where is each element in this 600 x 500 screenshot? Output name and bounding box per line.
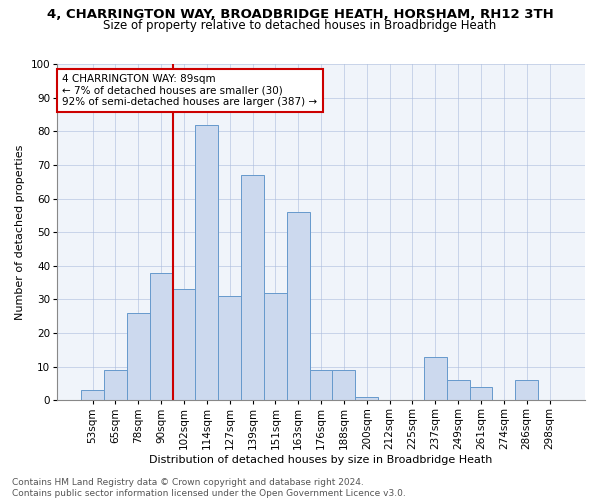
Text: 4, CHARRINGTON WAY, BROADBRIDGE HEATH, HORSHAM, RH12 3TH: 4, CHARRINGTON WAY, BROADBRIDGE HEATH, H… [47, 8, 553, 20]
X-axis label: Distribution of detached houses by size in Broadbridge Heath: Distribution of detached houses by size … [149, 455, 493, 465]
Bar [241, 175, 264, 400]
Bar [424, 356, 447, 401]
Bar [196, 124, 218, 400]
Bar [218, 296, 241, 401]
Bar [355, 397, 378, 400]
Bar [332, 370, 355, 400]
Bar [104, 370, 127, 400]
Bar [287, 212, 310, 400]
Text: Size of property relative to detached houses in Broadbridge Heath: Size of property relative to detached ho… [103, 19, 497, 32]
Bar [81, 390, 104, 400]
Bar [310, 370, 332, 400]
Bar [470, 387, 493, 400]
Bar [127, 313, 149, 400]
Y-axis label: Number of detached properties: Number of detached properties [15, 144, 25, 320]
Bar [447, 380, 470, 400]
Bar [149, 272, 173, 400]
Bar [264, 292, 287, 401]
Bar [515, 380, 538, 400]
Text: 4 CHARRINGTON WAY: 89sqm
← 7% of detached houses are smaller (30)
92% of semi-de: 4 CHARRINGTON WAY: 89sqm ← 7% of detache… [62, 74, 317, 108]
Text: Contains HM Land Registry data © Crown copyright and database right 2024.
Contai: Contains HM Land Registry data © Crown c… [12, 478, 406, 498]
Bar [173, 290, 196, 401]
